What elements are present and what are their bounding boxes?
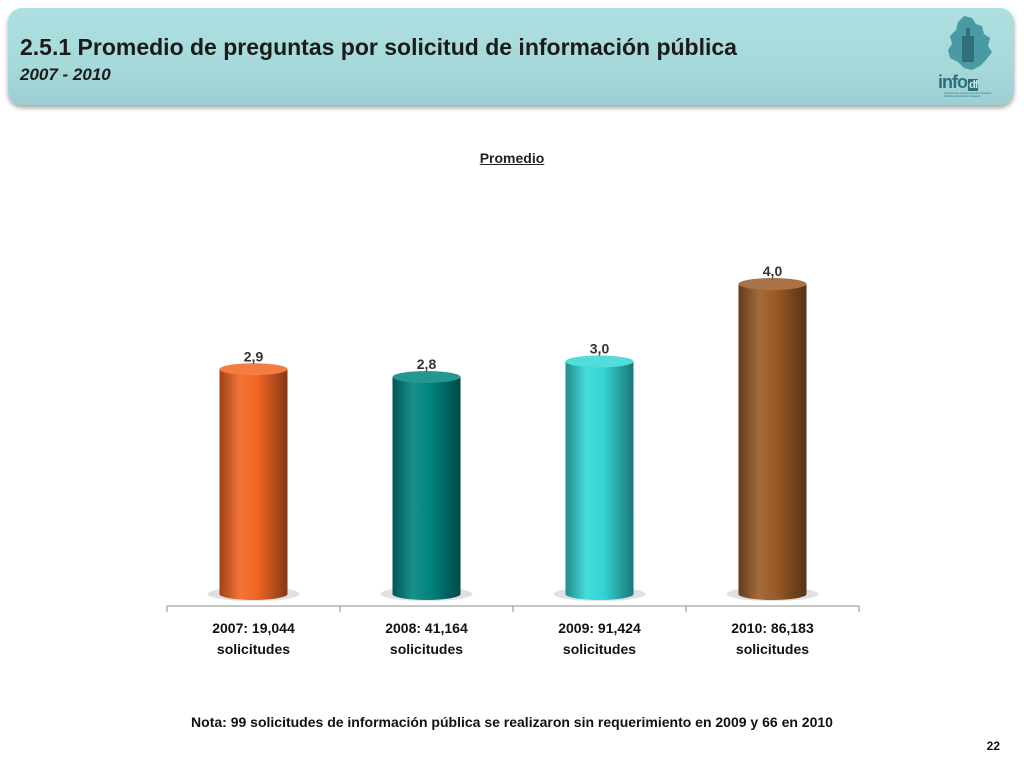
data-label: 2,8: [417, 356, 437, 372]
header-banner: 2.5.1 Promedio de preguntas por solicitu…: [8, 8, 1014, 105]
category-label: solicitudes: [390, 641, 463, 657]
footnote: Nota: 99 solicitudes de información públ…: [191, 714, 833, 730]
logo-caption: Instituto de Acceso a la Información Púb…: [944, 91, 992, 98]
bar-cap: [219, 363, 288, 376]
category-label: 2007: 19,044: [212, 620, 295, 636]
data-label: 2,9: [244, 348, 264, 364]
info-df-logo: info df Instituto de Acceso a la Informac…: [938, 14, 1002, 100]
category-label: 2010: 86,183: [731, 620, 814, 636]
bar-cap: [392, 371, 461, 383]
bar-2: [392, 377, 461, 600]
data-label: 3,0: [590, 341, 610, 357]
map-icon: [948, 16, 992, 70]
bar-cap: [738, 278, 807, 290]
category-label: solicitudes: [563, 641, 636, 657]
category-label: solicitudes: [736, 641, 809, 657]
page-number: 22: [986, 739, 1000, 753]
category-label: solicitudes: [217, 641, 290, 657]
category-label: 2008: 41,164: [385, 620, 468, 636]
bar-cap: [565, 355, 634, 368]
bar-3: [565, 361, 634, 600]
page-title: 2.5.1 Promedio de preguntas por solicitu…: [20, 34, 737, 60]
chart-title: Promedio: [479, 150, 545, 166]
bar-4: [738, 284, 807, 600]
logo-text: info df: [938, 72, 978, 92]
data-label: 4,0: [763, 263, 783, 279]
bar-1: [219, 369, 288, 600]
page-subtitle: 2007 - 2010: [20, 65, 111, 84]
category-label: 2009: 91,424: [558, 620, 641, 636]
